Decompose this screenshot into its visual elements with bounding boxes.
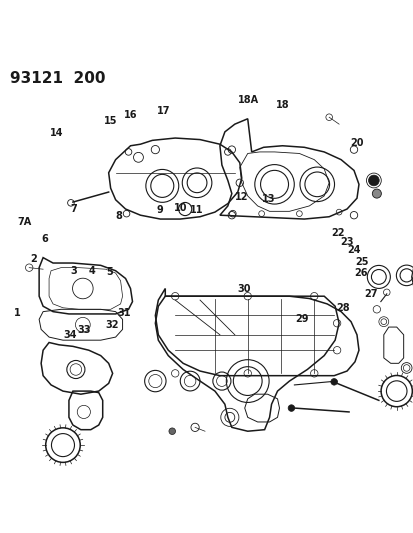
Text: 17: 17 (157, 106, 170, 116)
Text: 13: 13 (261, 195, 275, 205)
Text: 23: 23 (339, 237, 353, 247)
Circle shape (368, 175, 378, 186)
Text: 26: 26 (354, 268, 367, 278)
Text: 28: 28 (335, 303, 349, 313)
Text: 10: 10 (173, 203, 187, 213)
Text: 20: 20 (349, 138, 363, 148)
Text: 16: 16 (124, 110, 138, 120)
Text: 11: 11 (190, 205, 203, 215)
Text: 34: 34 (64, 330, 77, 340)
Text: 25: 25 (355, 257, 368, 268)
Text: 1: 1 (14, 308, 20, 318)
Text: 18A: 18A (237, 95, 258, 105)
Text: 24: 24 (347, 245, 360, 255)
Text: 6: 6 (41, 234, 48, 244)
Circle shape (287, 405, 294, 411)
Text: 3: 3 (70, 265, 76, 276)
Circle shape (169, 428, 175, 434)
Circle shape (371, 189, 380, 198)
Text: 7: 7 (70, 204, 76, 214)
Text: 7A: 7A (17, 217, 31, 227)
Text: 2: 2 (30, 254, 37, 264)
Text: 14: 14 (50, 128, 64, 138)
Text: 93121  200: 93121 200 (9, 71, 105, 86)
Text: 32: 32 (105, 320, 119, 330)
Text: 12: 12 (235, 192, 248, 203)
Text: 30: 30 (237, 284, 250, 294)
Text: 5: 5 (105, 267, 112, 277)
Text: 22: 22 (330, 228, 344, 238)
Text: 27: 27 (364, 289, 377, 300)
Text: 31: 31 (117, 308, 131, 318)
Text: 18: 18 (275, 100, 289, 110)
Text: 15: 15 (103, 116, 117, 125)
Text: 33: 33 (77, 325, 90, 335)
Text: 9: 9 (156, 205, 163, 215)
Text: 29: 29 (294, 314, 308, 324)
Circle shape (330, 378, 337, 385)
Text: 8: 8 (115, 211, 122, 221)
Text: 4: 4 (88, 266, 95, 277)
